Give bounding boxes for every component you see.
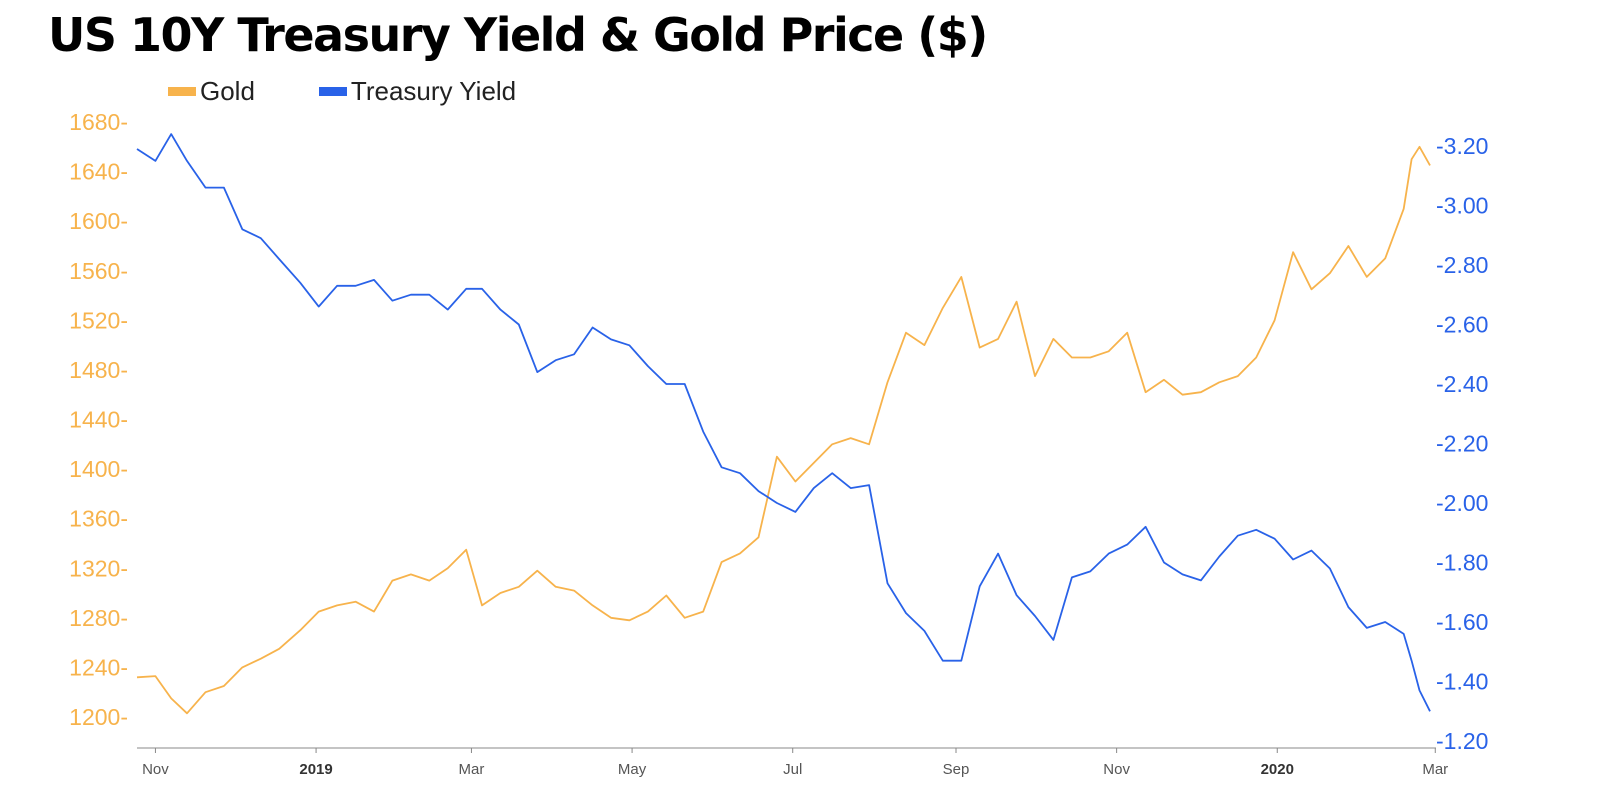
y-left-tick-label: 1360- [69, 506, 128, 532]
y-left-tick-label: 1320- [69, 555, 128, 581]
x-tick-label: Jul [783, 761, 802, 778]
legend: Gold Treasury Yield [168, 76, 580, 107]
y-right-tick-label: -2.80 [1436, 252, 1488, 278]
y-left-tick-label: 1480- [69, 357, 128, 383]
y-left-tick-label: 1640- [69, 159, 128, 185]
y-right-tick-label: -2.00 [1436, 490, 1488, 516]
y-right-tick-label: -1.20 [1436, 728, 1488, 754]
legend-label-treasury-yield: Treasury Yield [350, 76, 517, 106]
y-left-tick-label: 1240- [69, 654, 128, 680]
y-right-tick-label: -3.00 [1436, 193, 1488, 219]
legend-label-gold: Gold [200, 76, 255, 106]
legend-item-gold: Gold [168, 76, 255, 107]
x-tick-label: Nov [1103, 761, 1130, 778]
series-group [136, 133, 1431, 715]
x-tick-label: Sep [943, 761, 970, 778]
y-right-tick-label: -1.40 [1436, 669, 1488, 695]
y-right-tick-label: -1.80 [1436, 550, 1488, 576]
y-right-tick-label: -2.40 [1436, 371, 1488, 397]
x-tick-label: 2019 [299, 761, 332, 778]
y-right-tick-label: -1.60 [1436, 609, 1488, 635]
x-tick-label: Mar [1422, 761, 1448, 778]
y-left-tick-label: 1680- [69, 109, 128, 135]
y-right-tick-label: -2.20 [1436, 431, 1488, 457]
y-axis-right: -1.20 -1.40 -1.60 -1.80 -2.00 -2.20 -2.40 -2.60… [1436, 133, 1488, 754]
y-left-tick-label: 1200- [69, 704, 128, 730]
series-line-gold [136, 145, 1431, 715]
legend-swatch-treasury-yield [318, 87, 347, 96]
x-tick-label: Mar [459, 761, 485, 778]
y-left-tick-label: 1600- [69, 208, 128, 234]
y-right-tick-label: -3.20 [1436, 133, 1488, 159]
x-tick-label: May [618, 761, 647, 778]
chart-title: US 10Y Treasury Yield & Gold Price ($) [48, 8, 988, 62]
y-left-tick-label: 1440- [69, 407, 128, 433]
x-tick-label: Nov [142, 761, 169, 778]
y-axis-left: 1200- 1240- 1280- 1320- 1360- 1400- 1440- 1480-… [69, 109, 128, 730]
series-line-treasury-yield [136, 133, 1431, 712]
y-left-tick-label: 1560- [69, 258, 128, 284]
x-axis: Nov 2019 Mar May Jul Sep Nov 2020 Mar [137, 747, 1448, 778]
y-left-tick-label: 1520- [69, 307, 128, 333]
legend-item-treasury-yield: Treasury Yield [318, 76, 517, 107]
y-right-tick-label: -2.60 [1436, 312, 1488, 338]
x-tick-label: 2020 [1261, 761, 1294, 778]
y-left-tick-label: 1280- [69, 605, 128, 631]
legend-swatch-gold [168, 87, 196, 96]
y-left-tick-label: 1400- [69, 456, 128, 482]
